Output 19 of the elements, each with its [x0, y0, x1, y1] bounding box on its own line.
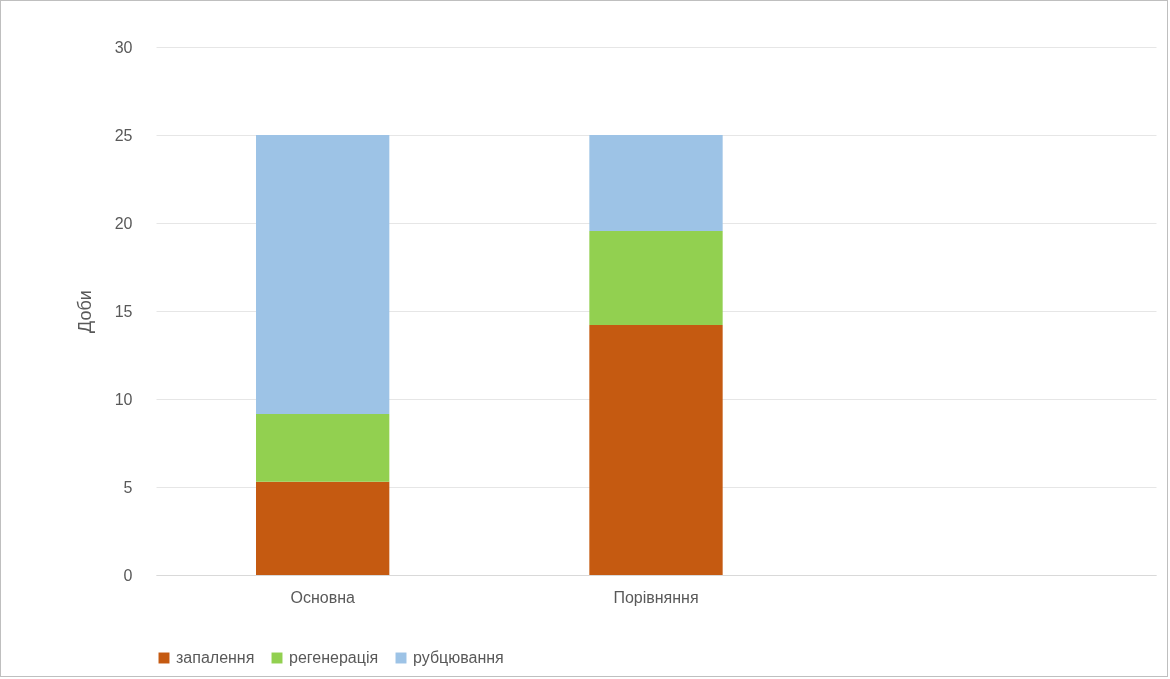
legend-label: запалення [176, 649, 255, 666]
y-axis-title: Доби [74, 290, 95, 333]
bar [589, 135, 723, 231]
y-tick-label: 25 [114, 126, 133, 144]
y-tick-label: 15 [114, 302, 133, 320]
x-tick-label: Порівняння [613, 588, 699, 606]
y-tick-label: 20 [114, 214, 133, 232]
bar [589, 230, 723, 326]
y-tick-label: 5 [123, 478, 133, 496]
bar [589, 325, 723, 575]
legend-label: рубцювання [413, 649, 504, 666]
y-tick-label: 30 [114, 38, 133, 56]
y-tick-label: 10 [114, 390, 133, 408]
legend-label: регенерація [289, 649, 379, 666]
bar [256, 481, 390, 575]
y-tick-label: 0 [123, 566, 133, 584]
bar [256, 135, 390, 414]
bar [256, 413, 390, 482]
x-tick-label: Основна [290, 588, 355, 606]
